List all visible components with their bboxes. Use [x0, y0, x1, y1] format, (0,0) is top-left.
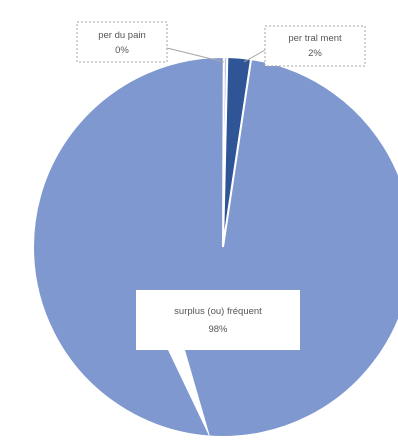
pie-slice-3 [32, 55, 398, 438]
slice-label-1: per du pain [98, 30, 146, 41]
callout-bubble-3 [136, 290, 300, 440]
callout-slice-2: per tral ment 2% [243, 25, 366, 67]
callout-slice-3: surplus (ou) fréquent 98% [136, 290, 300, 440]
slice-percent-2: 2% [308, 48, 322, 59]
pie-slices [32, 55, 398, 438]
callout-slice-1: per du pain 0% [76, 21, 225, 63]
slice-label-3: surplus (ou) fréquent [174, 306, 262, 317]
slice-label-2: per tral ment [288, 33, 342, 44]
callout-leader-1 [166, 47, 225, 63]
callout-box-1 [76, 21, 168, 63]
slice-percent-1: 0% [115, 45, 129, 56]
callout-box-2 [264, 25, 366, 67]
callout-leader-2 [243, 49, 266, 63]
slice-percent-3: 98% [208, 324, 228, 335]
